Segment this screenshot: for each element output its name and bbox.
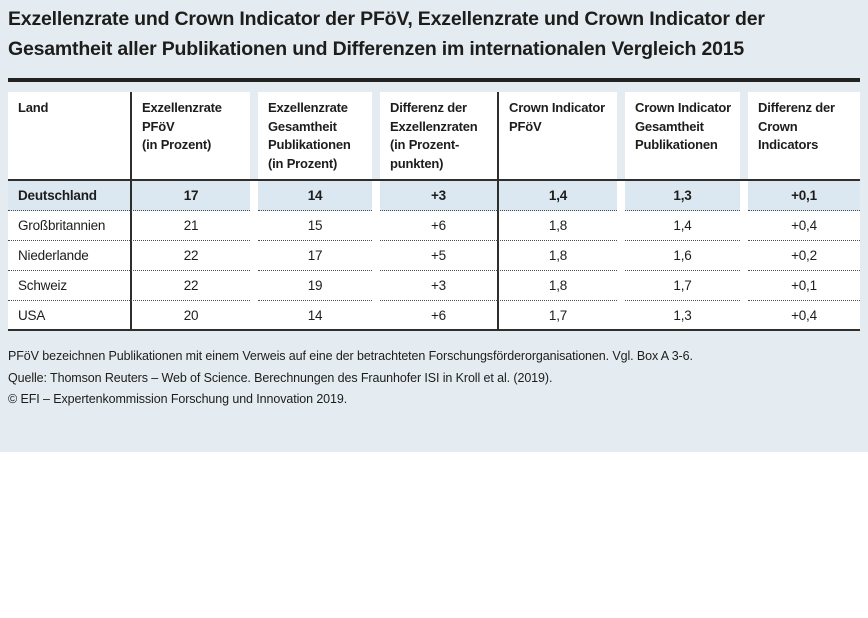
value-cell: 1,8: [497, 241, 617, 271]
value-cell: 1,7: [625, 271, 740, 301]
table-row-niederlande: Niederlande 22 17 +5 1,8 1,6 +0,2: [8, 241, 860, 271]
header-cell-exzellenzrate-gesamtheit: Exzellenzrate Gesamtheit Publikationen (…: [258, 92, 372, 179]
value-cell: 21: [130, 211, 250, 241]
value-cell: 1,3: [625, 301, 740, 329]
footnotes: PFöV bezeichnen Publikationen mit einem …: [8, 346, 860, 411]
table-row-schweiz: Schweiz 22 19 +3 1,8 1,7 +0,1: [8, 271, 860, 301]
value-cell: 1,4: [497, 181, 617, 211]
value-cell: +0,4: [748, 211, 860, 241]
content-panel: Exzellenzrate und Crown Indicator der PF…: [0, 0, 868, 452]
value-cell: +0,2: [748, 241, 860, 271]
value-cell: +6: [380, 301, 497, 329]
value-cell: 1,3: [625, 181, 740, 211]
value-cell: +3: [380, 181, 497, 211]
land-cell: USA: [8, 301, 130, 329]
table-row-grossbritannien: Großbritannien 21 15 +6 1,8 1,4 +0,4: [8, 211, 860, 241]
header-cell-differenz-exzellenzraten: Differenz der Exzellenzraten (in Prozent…: [380, 92, 497, 179]
data-table: Land Exzellenzrate PFöV (in Prozent) Exz…: [8, 92, 860, 331]
value-cell: 22: [130, 241, 250, 271]
value-cell: +3: [380, 271, 497, 301]
figure-title: Exzellenzrate und Crown Indicator der PF…: [8, 8, 765, 60]
value-cell: +0,1: [748, 181, 860, 211]
value-cell: 17: [130, 181, 250, 211]
value-cell: 20: [130, 301, 250, 329]
table-header-row: Land Exzellenzrate PFöV (in Prozent) Exz…: [8, 92, 860, 181]
header-cell-crown-indicator-pfoev: Crown Indicator PFöV: [497, 92, 617, 179]
land-cell: Deutschland: [8, 181, 130, 211]
footnote-copyright: © EFI – Expertenkommission Forschung und…: [8, 392, 348, 406]
value-cell: 1,8: [497, 271, 617, 301]
value-cell: +6: [380, 211, 497, 241]
value-cell: 19: [258, 271, 372, 301]
value-cell: 17: [258, 241, 372, 271]
value-cell: 22: [130, 271, 250, 301]
land-cell: Niederlande: [8, 241, 130, 271]
title-rule: [8, 78, 860, 82]
value-cell: 14: [258, 301, 372, 329]
header-cell-exzellenzrate-pfoev: Exzellenzrate PFöV (in Prozent): [130, 92, 250, 179]
table-row-usa: USA 20 14 +6 1,7 1,3 +0,4: [8, 301, 860, 331]
land-cell: Schweiz: [8, 271, 130, 301]
header-cell-crown-indicator-gesamtheit: Crown Indicator Gesamtheit Publikationen: [625, 92, 740, 179]
footnote-source: Quelle: Thomson Reuters – Web of Science…: [8, 370, 553, 385]
value-cell: +0,1: [748, 271, 860, 301]
value-cell: 1,7: [497, 301, 617, 329]
footnote-pfoev-definition: PFöV bezeichnen Publikationen mit einem …: [8, 349, 693, 363]
value-cell: +5: [380, 241, 497, 271]
land-cell: Großbritannien: [8, 211, 130, 241]
value-cell: 1,8: [497, 211, 617, 241]
header-cell-differenz-crown-indicators: Differenz der Crown Indicators: [748, 92, 860, 179]
value-cell: 1,4: [625, 211, 740, 241]
value-cell: 1,6: [625, 241, 740, 271]
header-cell-land: Land: [8, 92, 130, 179]
table-row-deutschland: Deutschland 17 14 +3 1,4 1,3 +0,1: [8, 181, 860, 211]
value-cell: +0,4: [748, 301, 860, 329]
value-cell: 14: [258, 181, 372, 211]
value-cell: 15: [258, 211, 372, 241]
